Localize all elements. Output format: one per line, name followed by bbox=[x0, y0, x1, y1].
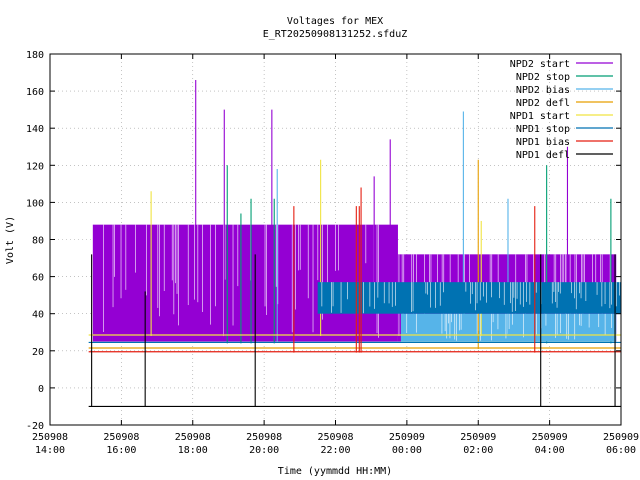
legend-label: NPD2 defl bbox=[516, 98, 570, 109]
legend-label: NPD1 bias bbox=[516, 137, 570, 148]
legend-label: NPD1 stop bbox=[516, 124, 570, 135]
x-tick-time: 06:00 bbox=[606, 445, 636, 456]
x-tick-date: 250909 bbox=[460, 432, 496, 443]
x-tick-time: 22:00 bbox=[320, 445, 350, 456]
y-tick-label: 60 bbox=[32, 273, 44, 284]
y-tick-label: 140 bbox=[26, 124, 44, 135]
series-npd2-defl bbox=[88, 159, 621, 349]
x-tick-time: 00:00 bbox=[392, 445, 422, 456]
series-npd1-defl bbox=[88, 254, 621, 408]
x-tick-date: 250909 bbox=[532, 432, 568, 443]
y-tick-label: 160 bbox=[26, 87, 44, 98]
x-axis: 250908 14:00 250908 16:00 250908 18:00 250908 2… bbox=[32, 54, 639, 456]
x-tick-time: 02:00 bbox=[463, 445, 493, 456]
chart-title: Voltages for MEX bbox=[287, 16, 383, 27]
x-tick-date: 250908 bbox=[103, 432, 139, 443]
legend-label: NPD1 start bbox=[510, 111, 570, 122]
x-tick-date: 250908 bbox=[175, 432, 211, 443]
x-axis-label: Time (yymmdd HH:MM) bbox=[278, 466, 392, 477]
legend: NPD2 start NPD2 stop NPD2 bias NPD2 defl NPD… bbox=[510, 59, 613, 161]
y-tick-label: 20 bbox=[32, 347, 44, 358]
series-band bbox=[317, 282, 621, 314]
y-tick-label: 180 bbox=[26, 50, 44, 61]
legend-label: NPD2 stop bbox=[516, 72, 570, 83]
chart-subtitle: E_RT20250908131252.sfduZ bbox=[263, 29, 408, 40]
y-tick-label: 120 bbox=[26, 161, 44, 172]
x-tick-time: 16:00 bbox=[106, 445, 136, 456]
y-tick-label: 80 bbox=[32, 236, 44, 247]
x-tick-date: 250908 bbox=[317, 432, 353, 443]
x-tick-date: 250909 bbox=[389, 432, 425, 443]
series-band bbox=[400, 313, 617, 342]
x-tick-date: 250908 bbox=[32, 432, 68, 443]
y-axis-label: Volt (V) bbox=[5, 216, 16, 264]
y-tick-label: 0 bbox=[38, 384, 44, 395]
legend-label: NPD2 bias bbox=[516, 85, 570, 96]
series-npd1-stop bbox=[88, 282, 621, 344]
series-npd1-bias bbox=[88, 187, 621, 353]
plot-area bbox=[88, 79, 621, 408]
legend-label: NPD2 start bbox=[510, 59, 570, 70]
x-tick-date: 250909 bbox=[603, 432, 639, 443]
x-tick-time: 04:00 bbox=[535, 445, 565, 456]
y-tick-label: 100 bbox=[26, 198, 44, 209]
x-tick-time: 14:00 bbox=[35, 445, 65, 456]
x-tick-time: 18:00 bbox=[178, 445, 208, 456]
y-tick-label: 40 bbox=[32, 310, 44, 321]
x-tick-time: 20:00 bbox=[249, 445, 279, 456]
y-axis: -20 0 20 40 60 80 100 120 140 160 180 bbox=[26, 50, 621, 432]
y-tick-label: -20 bbox=[26, 421, 44, 432]
x-tick-date: 250908 bbox=[246, 432, 282, 443]
legend-label: NPD1 defl bbox=[516, 150, 570, 161]
